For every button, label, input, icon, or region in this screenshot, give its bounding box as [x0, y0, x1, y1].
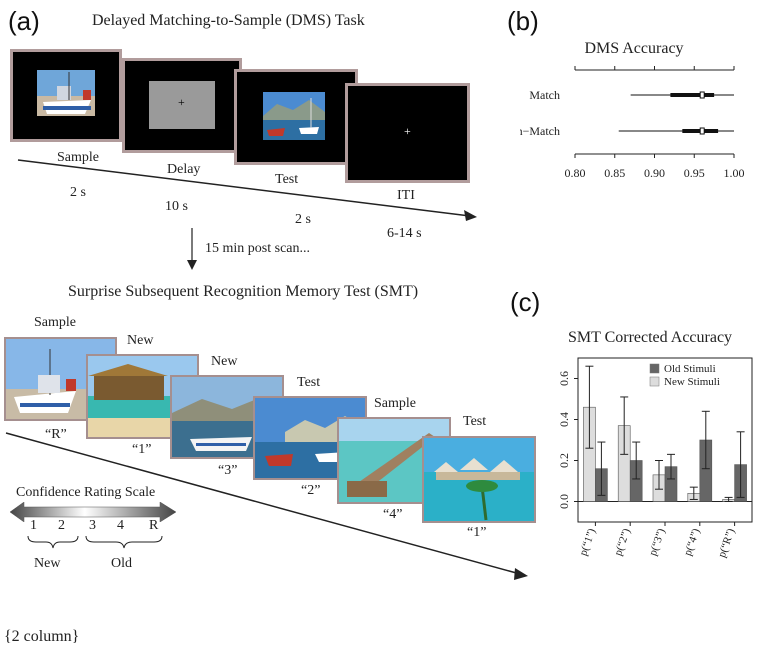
dms-category-nonmatch: Non−Match: [520, 124, 560, 138]
test-screen: [234, 69, 358, 165]
smt-x-tick-label: p(“1”): [577, 527, 598, 558]
confidence-tick-2: 2: [58, 518, 65, 533]
smt-x-tick-label: p(“R”): [716, 527, 738, 560]
dms-duration-delay: 10 s: [165, 199, 188, 214]
dms-median: [699, 91, 705, 99]
smt-title: Surprise Subsequent Recognition Memory T…: [68, 283, 419, 300]
smt-legend-label: New Stimuli: [664, 376, 720, 388]
dms-tick-label: 0.85: [604, 166, 625, 180]
smt-legend-swatch: [649, 363, 660, 374]
footer-note: {2 column}: [4, 628, 80, 645]
smt-label-3: New: [211, 354, 238, 369]
dms-tick-label: 0.80: [565, 166, 586, 180]
sample-screen: [10, 49, 122, 142]
smt-card-6: [422, 436, 536, 523]
confidence-scale-title: Confidence Rating Scale: [16, 485, 156, 500]
dms-tick-label: 0.90: [644, 166, 665, 180]
confidence-tick-r: R: [149, 518, 159, 533]
confidence-new-label: New: [34, 556, 61, 571]
confidence-braces: [27, 535, 163, 549]
smt-label-4: Test: [297, 375, 321, 390]
dms-median: [699, 127, 705, 135]
confidence-tick-4: 4: [117, 518, 124, 533]
iti-fixation-cross-icon: +: [404, 124, 411, 138]
test-harbor-image: [237, 72, 355, 162]
dms-accuracy-chart: DMS Accuracy 0.80 0.85 0.90 0.95 1.00 Match …: [520, 40, 745, 180]
dms-label-test: Test: [275, 172, 299, 187]
iti-screen: +: [345, 83, 470, 183]
dms-task-title: Delayed Matching-to-Sample (DMS) Task: [92, 12, 365, 29]
panel-label-c: (c): [510, 287, 541, 317]
smt-y-tick-label: 0.4: [557, 412, 571, 427]
confidence-tick-3: 3: [89, 518, 96, 533]
smt-label-2: New: [127, 333, 154, 348]
smt-y-tick-label: 0.6: [557, 371, 571, 386]
sample-boat-image: [13, 52, 119, 139]
dms-duration-test: 2 s: [295, 212, 311, 227]
smt-response-6: “1”: [467, 525, 487, 540]
smt-x-tick-label: p(“2”): [612, 527, 633, 558]
smt-legend-swatch: [649, 376, 660, 387]
smt-x-tick-label: p(“3”): [647, 527, 668, 558]
dms-duration-sample: 2 s: [70, 185, 86, 200]
dms-tick-label: 1.00: [724, 166, 745, 180]
dms-label-sample: Sample: [57, 150, 99, 165]
dms-label-iti: ITI: [397, 188, 415, 203]
dms-duration-iti: 6-14 s: [387, 226, 422, 241]
smt-accuracy-chart: SMT Corrected Accuracy 0.0 0.2 0.4 0.6 p(“1”…: [557, 329, 753, 560]
smt-response-3: “3”: [218, 463, 238, 478]
panel-label-a: (a): [8, 6, 40, 36]
delay-screen: +: [122, 58, 242, 153]
smt-label-1: Sample: [34, 315, 76, 330]
dms-tick-label: 0.95: [684, 166, 705, 180]
dms-accuracy-title: DMS Accuracy: [584, 40, 683, 57]
smt-label-5: Sample: [374, 396, 416, 411]
confidence-tick-1: 1: [30, 518, 37, 533]
smt-response-1: “R”: [45, 427, 67, 442]
dms-category-match: Match: [529, 88, 560, 102]
fixation-cross-icon: +: [178, 95, 185, 109]
smt-label-6: Test: [463, 414, 487, 429]
smt-x-tick-label: p(“4”): [682, 527, 703, 558]
smt-y-tick-label: 0.2: [557, 453, 571, 468]
smt-response-4: “2”: [301, 483, 321, 498]
smt-accuracy-title: SMT Corrected Accuracy: [568, 329, 732, 346]
smt-y-tick-label: 0.0: [557, 494, 571, 509]
smt-response-5: “4”: [383, 507, 403, 522]
smt-image-bungalows: [424, 438, 534, 521]
confidence-old-label: Old: [111, 556, 132, 571]
panel-label-b: (b): [507, 6, 539, 36]
smt-response-2: “1”: [132, 442, 152, 457]
dms-label-delay: Delay: [167, 162, 201, 177]
smt-legend-label: Old Stimuli: [664, 363, 716, 375]
confidence-gradient-arrow: [10, 502, 177, 522]
delay-gray-field: [149, 81, 215, 129]
post-scan-note: 15 min post scan...: [205, 241, 310, 256]
